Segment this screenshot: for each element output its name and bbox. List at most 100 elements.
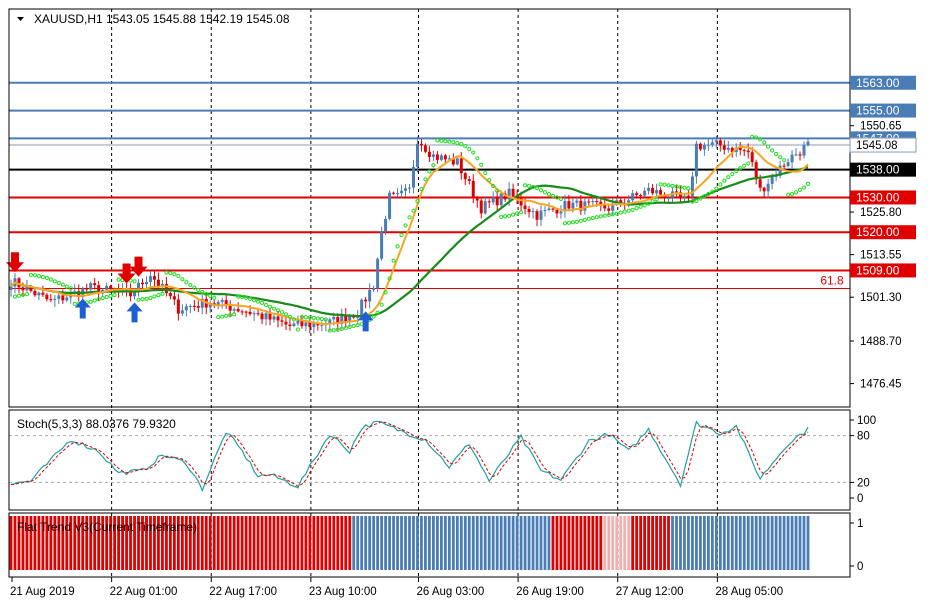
flat-trend-bar (344, 516, 348, 570)
psar-dot (518, 210, 524, 215)
flat-trend-bar (280, 516, 284, 570)
psar-dot (542, 190, 548, 195)
flat-trend-bar (53, 516, 57, 570)
flat-trend-bar (204, 516, 208, 570)
psar-dot (455, 141, 460, 146)
psar-dot (463, 143, 468, 149)
psar-dot (674, 184, 679, 189)
candle-body (344, 314, 348, 322)
flat-trend-bar (364, 516, 368, 570)
psar-dot (658, 182, 663, 187)
flat-trend-bar (172, 516, 176, 570)
candle-body (396, 193, 400, 195)
candle-body (37, 292, 41, 296)
psar-dot (479, 162, 484, 167)
candle-body (738, 147, 742, 151)
candle-body (304, 322, 308, 327)
psar-dot (148, 295, 153, 301)
candle-body (348, 316, 352, 322)
flat-trend-bar (408, 516, 411, 570)
stoch-main-line (10, 420, 809, 493)
flat-trend-bar (176, 516, 180, 570)
flat-trend-bar (535, 516, 539, 570)
psar-dot (778, 155, 783, 160)
candle-body (232, 309, 236, 311)
psar-dot (666, 183, 671, 188)
flat-trend-bar (424, 516, 427, 570)
candle-body (419, 143, 423, 146)
flat-trend-bar (726, 516, 730, 570)
psar-dot (68, 286, 73, 291)
flat-trend-bar (304, 516, 308, 570)
psar-dot (144, 296, 149, 301)
current-price-tag (849, 137, 917, 153)
flat-trend-bar (583, 516, 587, 570)
flat-trend-bar (224, 516, 228, 570)
flat-trend-bar (663, 516, 666, 570)
flat-trend-bar (463, 516, 467, 570)
flat-trend-bar (738, 516, 742, 570)
candle-body (93, 283, 97, 286)
dropdown-triangle-icon[interactable] (17, 17, 24, 21)
flat-trend-bar (129, 516, 132, 570)
flat-trend-bar (467, 516, 471, 570)
slow-ma-line (10, 166, 809, 318)
flat-trend-bar (192, 516, 196, 570)
candle-body (144, 281, 148, 285)
psar-dot (391, 258, 396, 263)
flat-trend-bar (180, 516, 184, 570)
level-tag-label: 1538.00 (856, 163, 900, 177)
signal-arrows (5, 252, 374, 332)
buy-arrow-icon (74, 298, 91, 319)
flat-trend-bar (483, 516, 487, 570)
candle-body (423, 145, 427, 152)
psar-dot (714, 186, 719, 191)
candle-body (686, 195, 690, 197)
candle-body (523, 205, 527, 209)
psar-dot (283, 312, 289, 317)
candle-body (216, 301, 220, 305)
flat-trend-bar (384, 516, 387, 570)
flat-trend-bar (17, 516, 21, 570)
candle-body (547, 208, 551, 210)
level-tag (850, 190, 916, 205)
flat-tick-label: 1 (857, 518, 863, 530)
candle-body (475, 197, 479, 201)
flat-trend-bar (200, 516, 204, 570)
flat-trend-bar (603, 516, 607, 570)
psar-dot (275, 308, 281, 313)
psar-dot (407, 215, 412, 220)
flat-trend-bar (798, 516, 802, 570)
psar-dot (754, 135, 759, 140)
candle-body (714, 140, 718, 143)
flat-trend-bar (507, 516, 511, 570)
psar-dot (295, 327, 301, 332)
candle-body (587, 201, 591, 203)
candle-body (244, 311, 248, 313)
flat-trend-bar (145, 516, 148, 570)
candle-body (65, 297, 69, 301)
psar-dot (140, 297, 145, 302)
candle-body (467, 179, 471, 181)
candle-body (491, 197, 495, 203)
flat-trend-bar (45, 516, 49, 570)
psar-dot (670, 183, 675, 189)
panel-frame (8, 409, 851, 511)
candle-body (240, 311, 244, 313)
sell-arrow-icon (5, 252, 24, 273)
chart-header: XAUUSD,H1 1543.05 1545.88 1542.19 1545.0… (17, 12, 290, 26)
flat-trend-bar (85, 516, 89, 570)
flat-trend-bar (57, 516, 61, 570)
candle-body (408, 187, 411, 189)
flat-trend-bar (499, 516, 503, 570)
psar-dot (511, 212, 516, 217)
psar-dot (395, 244, 400, 249)
candle-body (487, 201, 491, 203)
flat-trend-bar (41, 516, 45, 570)
psar-dot (801, 185, 807, 190)
psar-dot (602, 213, 607, 218)
candle-body (196, 306, 200, 308)
candle-body (455, 158, 459, 165)
candle-body (463, 173, 467, 180)
